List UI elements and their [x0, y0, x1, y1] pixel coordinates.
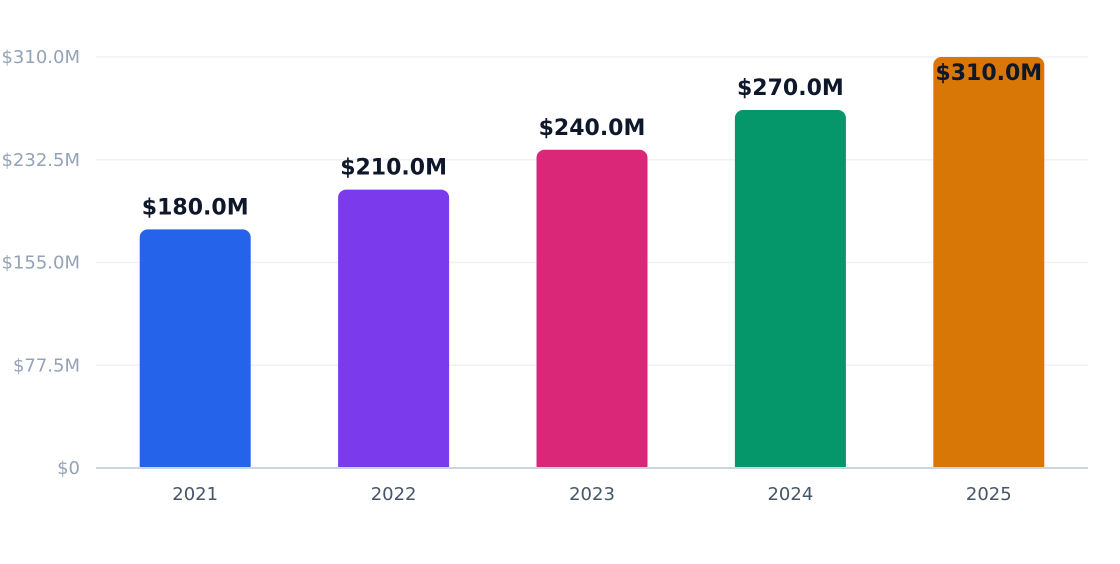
x-tick-label: 2025 — [966, 484, 1012, 505]
labels-layer: $180.0M $210.0M $240.0M $270.0M $310.0M — [142, 61, 1042, 220]
y-tick-label: $77.5M — [13, 355, 80, 376]
baseline-mask — [96, 468, 1088, 476]
value-label: $210.0M — [340, 156, 447, 181]
bar-2025 — [933, 57, 1045, 474]
y-tick-label: $310.0M — [1, 47, 80, 68]
axis-layer: $0 $77.5M $155.0M $232.5M $310.0M 2021 2022 202… — [1, 47, 1088, 505]
bar-2024 — [734, 110, 846, 474]
x-tick-label: 2021 — [172, 484, 218, 505]
y-tick-label: $0 — [57, 458, 80, 479]
value-label: $270.0M — [737, 76, 844, 101]
value-label: $180.0M — [142, 195, 249, 220]
value-label: $240.0M — [539, 116, 646, 141]
x-tick-label: 2023 — [569, 484, 615, 505]
bar-2023 — [536, 149, 648, 474]
y-tick-label: $155.0M — [1, 253, 80, 274]
y-tick-label: $232.5M — [1, 150, 80, 171]
value-label: $310.0M — [935, 61, 1042, 86]
bar-2022 — [338, 189, 450, 475]
bars-layer — [96, 57, 1088, 476]
bar-2021 — [139, 229, 251, 474]
x-tick-label: 2024 — [767, 484, 813, 505]
x-tick-label: 2022 — [371, 484, 417, 505]
